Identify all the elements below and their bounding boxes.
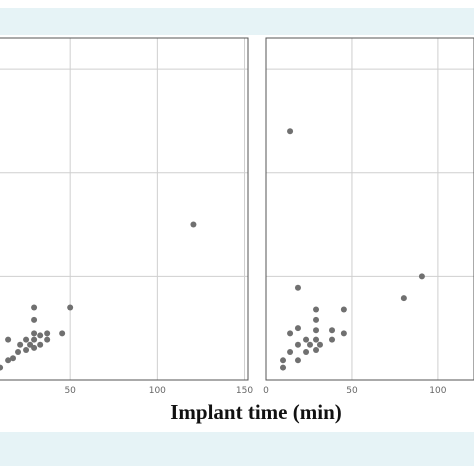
x-axis-label: Implant time (min) (170, 400, 342, 424)
point (303, 349, 310, 356)
top-band (0, 8, 474, 35)
point (287, 128, 294, 135)
point (400, 295, 407, 302)
bottom-band (0, 432, 474, 466)
point (313, 306, 320, 313)
point (5, 357, 12, 364)
point (31, 336, 38, 343)
point (37, 341, 44, 348)
point (418, 273, 425, 280)
point (313, 327, 320, 334)
x-tick-label: 150 (236, 386, 253, 396)
point (316, 341, 323, 348)
point (340, 330, 347, 337)
point (67, 304, 74, 311)
point (5, 336, 12, 343)
point (31, 304, 38, 311)
point (313, 316, 320, 323)
point (17, 341, 24, 348)
point (59, 330, 66, 337)
point (294, 341, 301, 348)
point (31, 344, 38, 351)
plot-area (266, 38, 474, 380)
point (0, 364, 4, 371)
point (23, 336, 30, 343)
point (313, 346, 320, 353)
point (287, 349, 294, 356)
point (303, 336, 310, 343)
point (280, 357, 287, 364)
point (44, 330, 51, 337)
point (9, 355, 16, 362)
x-tick-label: 100 (429, 386, 446, 396)
x-tick-label: 50 (64, 386, 76, 396)
plot-area (0, 38, 248, 380)
point (329, 336, 336, 343)
point (294, 357, 301, 364)
x-tick-label: 0 (263, 386, 269, 396)
panel-frame (0, 37, 249, 381)
point (313, 336, 320, 343)
x-tick-label: 100 (149, 386, 166, 396)
x-tick-label: 50 (346, 386, 358, 396)
point (44, 336, 51, 343)
point (31, 316, 38, 323)
point (329, 327, 336, 334)
point (294, 284, 301, 291)
point (307, 341, 314, 348)
point (15, 349, 22, 356)
panel-frame (265, 37, 474, 381)
point (280, 364, 287, 371)
point (37, 332, 44, 339)
point (294, 325, 301, 332)
point (190, 221, 197, 228)
point (340, 306, 347, 313)
point (31, 330, 38, 337)
point (23, 346, 30, 353)
point (287, 330, 294, 337)
